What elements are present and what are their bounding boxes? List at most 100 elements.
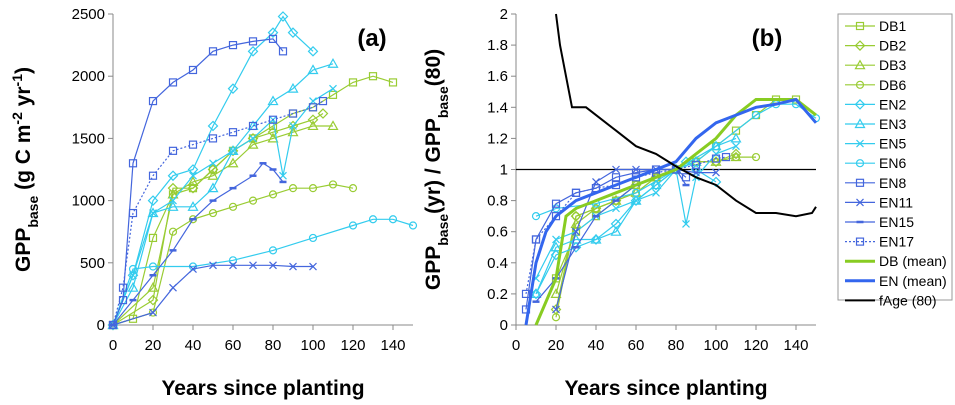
marker xyxy=(328,180,338,189)
legend-label: EN17 xyxy=(879,234,914,250)
marker xyxy=(118,283,128,292)
marker xyxy=(348,78,358,87)
x-tick-label: 20 xyxy=(548,337,565,354)
marker xyxy=(167,170,179,182)
x-axis-label: Years since planting xyxy=(161,377,364,400)
marker xyxy=(711,154,721,163)
y-axis-label-part: base xyxy=(435,86,451,118)
marker xyxy=(247,133,259,144)
series-line xyxy=(112,112,324,326)
x-tick-label: 100 xyxy=(703,337,728,354)
marker xyxy=(227,157,239,168)
marker xyxy=(229,261,237,270)
marker xyxy=(288,109,298,118)
marker xyxy=(127,269,139,281)
y-tick-label: 500 xyxy=(80,255,105,272)
marker xyxy=(610,225,622,236)
legend-label: EN (mean) xyxy=(879,273,947,289)
marker xyxy=(247,45,259,57)
panel-label: (a) xyxy=(357,25,386,52)
marker xyxy=(308,233,318,243)
marker xyxy=(591,204,601,213)
y-axis-label-part: yr xyxy=(12,86,35,112)
marker xyxy=(318,96,328,106)
series-line xyxy=(555,13,817,218)
marker xyxy=(855,159,865,168)
x-tick-label: 60 xyxy=(628,337,645,354)
marker xyxy=(751,110,761,120)
marker xyxy=(712,150,720,158)
marker xyxy=(187,182,199,194)
marker xyxy=(408,221,418,230)
marker xyxy=(248,121,258,131)
y-tick-label: 0.2 xyxy=(487,286,508,303)
y-axis-label-part: -2 xyxy=(9,112,25,125)
y-tick-label: 0.8 xyxy=(487,193,508,210)
y-tick-label: 1.6 xyxy=(487,68,508,85)
marker xyxy=(208,208,218,218)
legend-label: DB6 xyxy=(879,77,906,93)
marker xyxy=(207,164,219,175)
marker xyxy=(208,165,218,174)
y-tick-label: 2500 xyxy=(72,6,105,23)
marker xyxy=(207,182,219,193)
marker xyxy=(308,184,318,193)
marker xyxy=(348,184,358,193)
y-tick-label: 1.4 xyxy=(487,99,508,116)
x-tick-label: 120 xyxy=(743,337,768,354)
marker xyxy=(228,256,238,265)
y-axis-label-part: (g C m xyxy=(12,125,35,196)
marker xyxy=(248,37,258,46)
marker xyxy=(148,171,158,180)
marker xyxy=(208,47,218,56)
x-axis-label: Years since planting xyxy=(564,377,767,400)
marker xyxy=(308,103,318,112)
x-tick-label: 140 xyxy=(783,337,808,354)
marker xyxy=(289,122,297,130)
y-axis-label-part: (80) xyxy=(422,49,445,86)
marker xyxy=(167,182,179,194)
marker xyxy=(854,59,866,70)
marker xyxy=(570,218,582,229)
legend-label: EN2 xyxy=(879,96,906,112)
series-line xyxy=(112,38,284,326)
y-tick-label: 0.6 xyxy=(487,224,508,241)
panel-label: (b) xyxy=(752,25,783,52)
x-tick-label: 140 xyxy=(380,337,405,354)
y-tick-label: 1.8 xyxy=(487,37,508,54)
series-line xyxy=(534,98,817,326)
marker xyxy=(268,246,278,255)
marker xyxy=(855,237,865,246)
y-axis-label-part: GPP xyxy=(12,228,35,272)
marker xyxy=(149,209,157,217)
marker xyxy=(571,212,581,221)
marker xyxy=(147,207,159,218)
marker xyxy=(856,198,864,207)
marker xyxy=(168,78,178,87)
marker xyxy=(328,90,338,99)
marker xyxy=(148,308,158,317)
marker xyxy=(128,159,138,168)
marker xyxy=(721,152,731,162)
marker xyxy=(855,80,865,89)
marker xyxy=(368,72,378,81)
marker xyxy=(550,241,562,252)
marker xyxy=(277,11,289,22)
y-axis-label-part: (yr) / GPP xyxy=(422,118,445,214)
marker xyxy=(207,120,219,132)
y-tick-label: 0.4 xyxy=(487,255,508,272)
marker xyxy=(681,173,691,182)
marker xyxy=(571,188,581,197)
marker xyxy=(169,196,177,205)
y-axis-label-part: base xyxy=(25,196,41,228)
series-line xyxy=(112,264,313,326)
x-tick-label: 80 xyxy=(265,337,282,354)
x-tick-label: 120 xyxy=(340,337,365,354)
y-tick-label: 1.2 xyxy=(487,130,508,147)
marker xyxy=(149,308,157,317)
y-tick-label: 1000 xyxy=(72,193,105,210)
marker xyxy=(148,262,158,271)
legend-label: EN15 xyxy=(879,214,914,230)
marker xyxy=(267,27,279,39)
